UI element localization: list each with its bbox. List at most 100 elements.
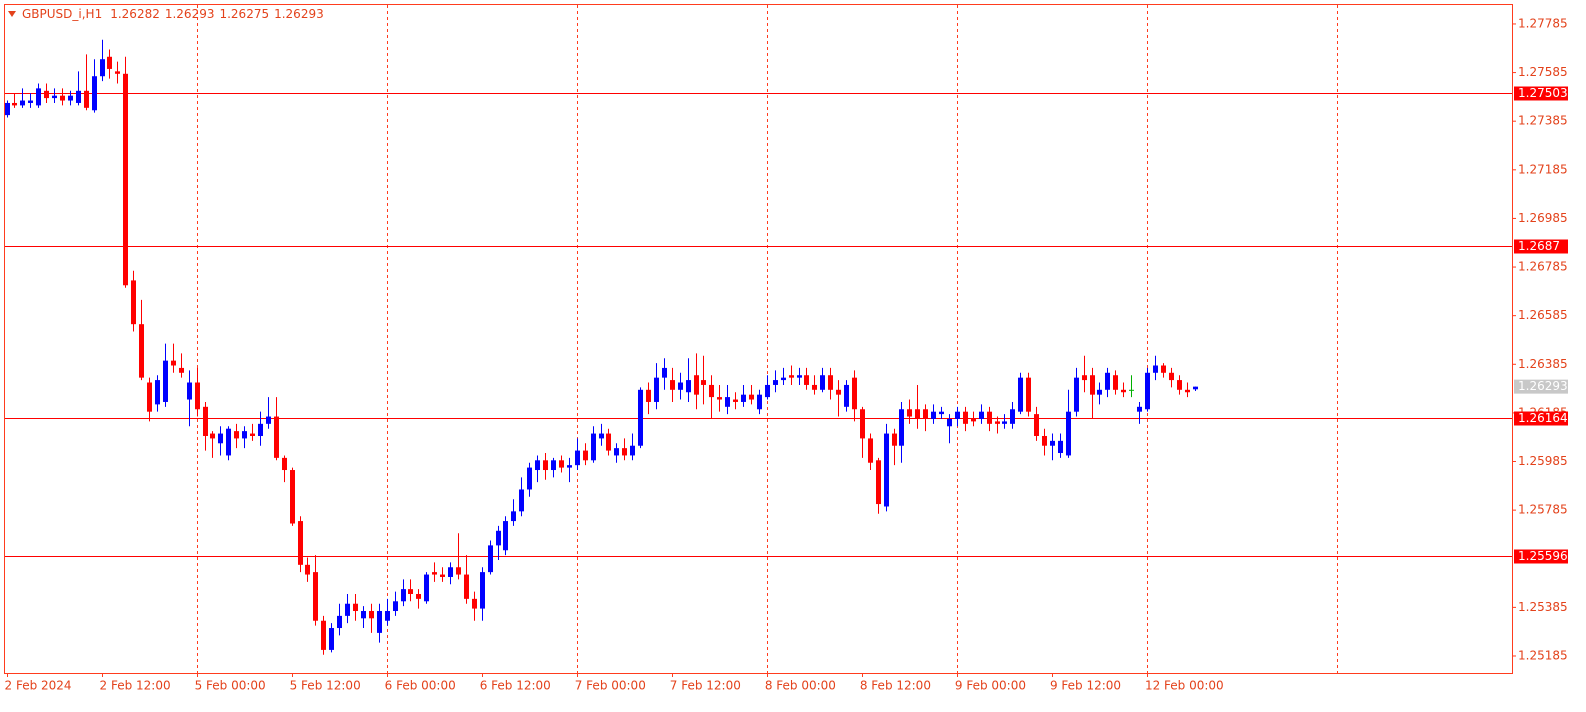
candle-body: [567, 465, 572, 468]
candle-body: [820, 375, 825, 390]
candle-body: [1177, 380, 1182, 390]
x-tick-label: 8 Feb 12:00: [860, 679, 931, 693]
chart-header: GBPUSD_i,H1 1.26282 1.26293 1.26275 1.26293: [22, 7, 324, 21]
candle-body: [892, 433, 897, 446]
candle-body: [1090, 375, 1095, 395]
candle-body: [797, 375, 802, 378]
candle-body: [725, 397, 730, 407]
candle-body: [123, 73, 128, 286]
candle-body: [488, 545, 493, 573]
candle-body: [52, 95, 57, 99]
candle-body: [599, 433, 604, 439]
candle-body: [115, 71, 120, 74]
candle-body: [353, 603, 358, 612]
candle-body: [1097, 389, 1102, 395]
candle-body: [258, 423, 263, 436]
candle-body: [559, 460, 564, 468]
candle-body: [662, 367, 667, 378]
candle-body: [68, 95, 73, 101]
candle-body: [646, 389, 651, 402]
candle-body: [401, 589, 406, 602]
header-arrow: [8, 11, 16, 17]
candle-body: [100, 59, 105, 77]
candle-body: [36, 88, 41, 106]
layer: 1.27503 1.2687 1.26164 1.25596 1.26293: [1514, 86, 1568, 564]
x-tick-label: 5 Feb 00:00: [195, 679, 266, 693]
candle-body: [701, 380, 706, 385]
candle-body: [464, 574, 469, 599]
y-tick-label: 1.27585: [1518, 65, 1568, 79]
candle-body: [678, 382, 683, 390]
candle-body: [1193, 386, 1198, 390]
candle-body: [1105, 372, 1110, 390]
candle-body: [1185, 389, 1190, 393]
candle-body: [290, 470, 295, 524]
candle-body: [717, 397, 722, 400]
x-tick-label: 9 Feb 00:00: [955, 679, 1026, 693]
candle-body: [448, 567, 453, 577]
candle-body: [606, 433, 611, 451]
candle-body: [20, 100, 25, 106]
candle-body: [987, 411, 992, 424]
candle-body: [749, 394, 754, 400]
level-label: 1.26164: [1518, 411, 1568, 425]
layer: [5, 39, 1198, 655]
level-label: 1.2687: [1518, 239, 1560, 253]
candle-body: [187, 382, 192, 400]
candle-body: [527, 467, 532, 490]
candle-body: [60, 95, 65, 101]
candle-body: [535, 460, 540, 471]
candle-body: [781, 377, 786, 381]
candle-body: [313, 572, 318, 621]
candle-body: [76, 90, 81, 103]
candle-body: [416, 593, 421, 599]
candle-body: [329, 628, 334, 650]
candle-body: [955, 411, 960, 419]
candle-body: [939, 411, 944, 415]
y-tick-label: 1.25185: [1518, 648, 1568, 662]
candle-body: [163, 360, 168, 402]
candle-body: [1026, 377, 1031, 412]
candle-body: [1082, 375, 1087, 381]
candle-body: [575, 450, 580, 466]
candle-body: [852, 377, 857, 410]
candle-body: [670, 380, 675, 390]
candle-body: [345, 603, 350, 616]
candle-body: [298, 521, 303, 565]
candle-body: [305, 564, 310, 575]
candle-body: [1002, 421, 1007, 424]
candle-body: [511, 511, 516, 522]
candle-body: [630, 445, 635, 456]
candle-body: [971, 418, 976, 422]
candle-body: [1074, 377, 1079, 412]
candle-body: [84, 90, 89, 108]
candle-body: [519, 489, 524, 512]
candle-body: [432, 572, 437, 575]
candle-body: [757, 394, 762, 410]
x-tick-label: 6 Feb 00:00: [385, 679, 456, 693]
x-tick-label: 12 Feb 00:00: [1145, 679, 1224, 693]
header-high: 1.26293: [165, 7, 215, 21]
candle-body: [804, 375, 809, 385]
candle-body: [789, 375, 794, 378]
candle-body: [812, 384, 817, 390]
y-tick-label: 1.26585: [1518, 308, 1568, 322]
candle-body: [147, 382, 152, 412]
candle-body: [503, 521, 508, 551]
candle-body: [234, 431, 239, 439]
current-price-bg: [1514, 379, 1568, 394]
candle-body: [1066, 411, 1071, 456]
candle-body: [828, 375, 833, 390]
candle-body: [876, 460, 881, 505]
candle-body: [979, 411, 984, 419]
candle-body: [963, 411, 968, 424]
candle-body: [1034, 414, 1039, 436]
candle-body: [1042, 435, 1047, 446]
candle-body: [1010, 409, 1015, 424]
candle-body: [733, 399, 738, 402]
x-tick-label: 2 Feb 2024: [5, 679, 72, 693]
candle-body: [369, 611, 374, 619]
candle-body: [28, 100, 33, 103]
candle-body: [274, 416, 279, 458]
